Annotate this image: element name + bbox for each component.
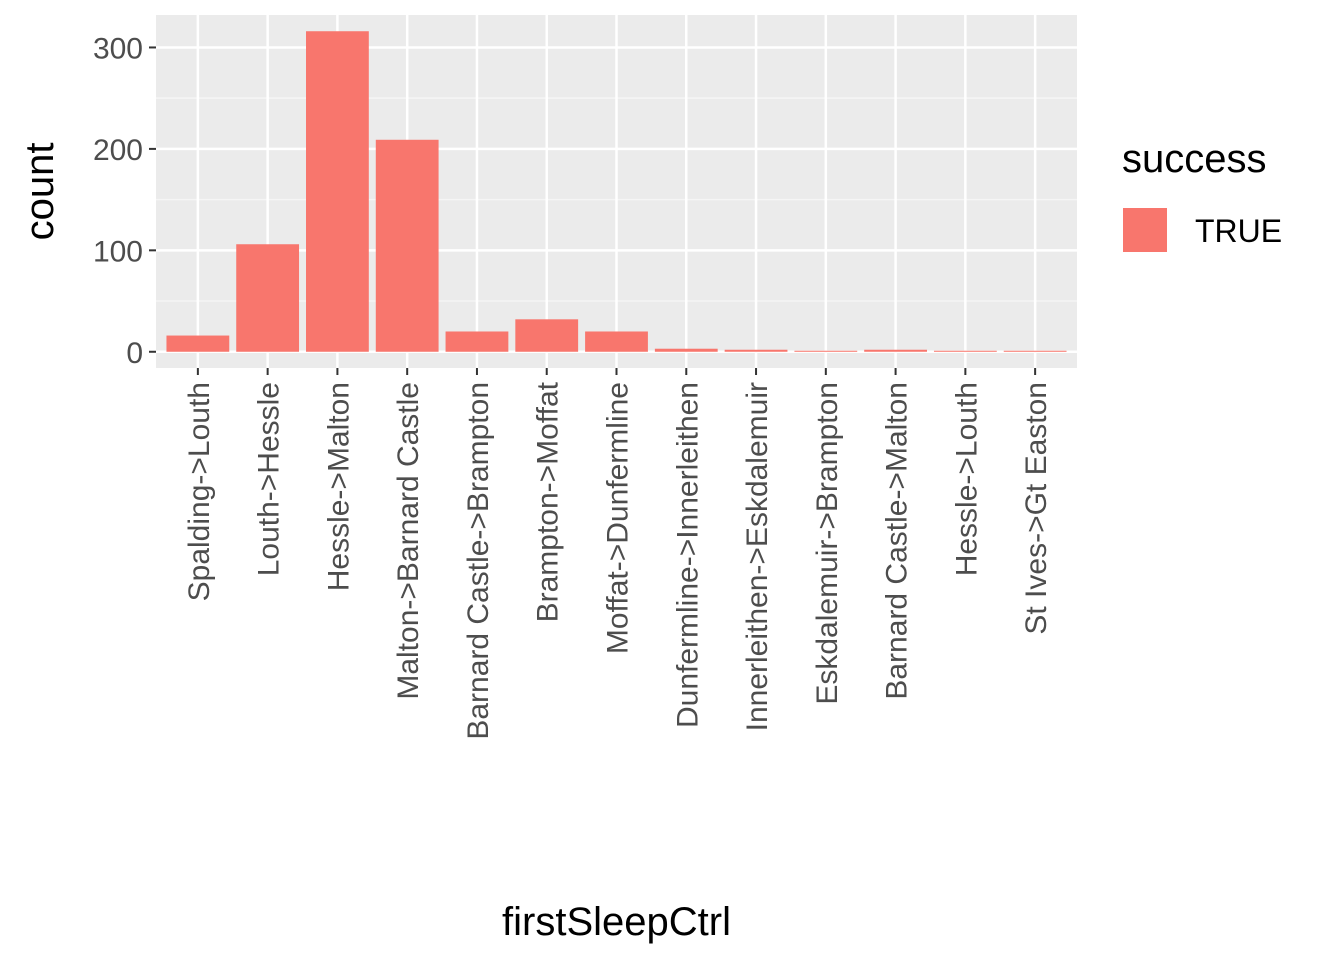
x-tick-label: Hessle->Malton (322, 382, 355, 591)
bar (724, 349, 788, 352)
bar (445, 331, 509, 352)
y-tick-label: 100 (93, 235, 143, 268)
bar (236, 244, 300, 352)
bar (654, 348, 718, 352)
bar (166, 335, 230, 352)
bar (1003, 350, 1067, 352)
bar (864, 349, 927, 352)
x-tick-label: Louth->Hessle (253, 382, 286, 576)
bar (375, 139, 439, 352)
bar (794, 350, 858, 352)
x-tick-label: Hessle->Louth (950, 382, 983, 576)
x-tick-label: Malton->Barnard Castle (392, 382, 425, 700)
bars (166, 31, 1067, 352)
x-tick-label: St Ives->Gt Easton (1020, 382, 1053, 635)
x-tick-label: Spalding->Louth (183, 382, 216, 601)
legend: success TRUE (1122, 137, 1282, 252)
y-tick-label: 300 (93, 32, 143, 65)
bar (933, 350, 997, 352)
x-axis-ticks: Spalding->Louth Louth->Hessle Hessle->Malt… (183, 368, 1053, 740)
bar (515, 319, 579, 352)
legend-title: success (1122, 137, 1267, 181)
y-tick-label: 0 (126, 337, 143, 370)
bar (585, 331, 648, 352)
legend-label-true: TRUE (1195, 213, 1282, 249)
x-tick-label: Eskdalemuir->Brampton (811, 382, 844, 705)
y-axis-title: count (18, 143, 62, 241)
x-axis-title: firstSleepCtrl (502, 900, 731, 944)
x-tick-label: Brampton->Moffat (532, 381, 565, 622)
x-tick-label: Barnard Castle->Malton (881, 382, 914, 700)
legend-key-true (1123, 208, 1167, 252)
x-tick-label: Moffat->Dunfermline (602, 382, 635, 654)
y-tick-label: 200 (93, 134, 143, 167)
y-axis-ticks: 0 100 200 300 (93, 32, 156, 370)
x-tick-label: Barnard Castle->Brampton (462, 382, 495, 740)
x-tick-label: Innerleithen->Eskdalemuir (741, 382, 774, 731)
x-tick-label: Dunfermline->Innerleithen (671, 382, 704, 728)
bar (306, 31, 369, 352)
